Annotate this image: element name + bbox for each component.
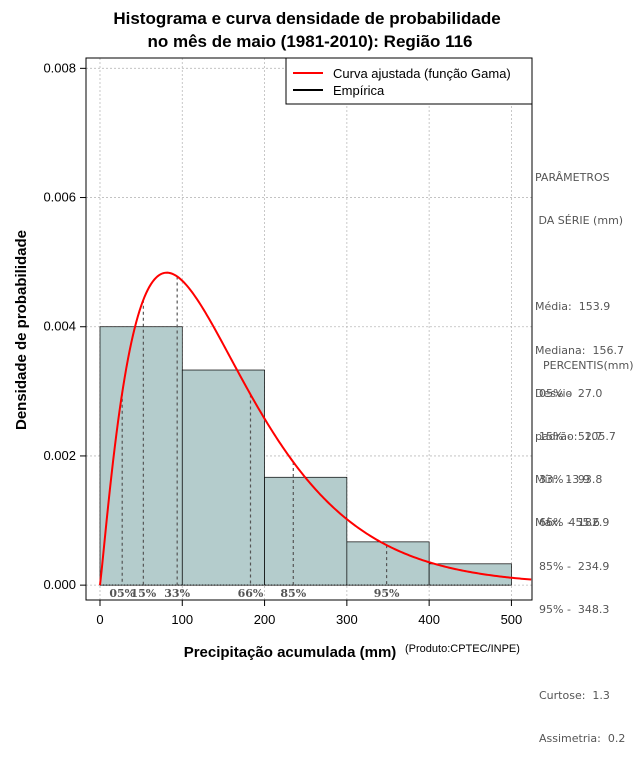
stat-median: Mediana: 156.7 (535, 343, 624, 357)
legend-box (285, 57, 533, 105)
gamma-density-curve (98, 271, 532, 586)
percentile-15: 15% - 52.7 (539, 430, 603, 444)
percentile-95: 95% - 348.3 (539, 602, 610, 616)
histogram-bar-5 (428, 563, 512, 586)
stat-max: Máx: 455.6 (535, 516, 600, 530)
x-tick-label-2: 200 (254, 612, 276, 627)
x-tick-label-5: 500 (501, 612, 523, 627)
product-credit: (Produto:CPTEC/INPE) (405, 643, 520, 655)
stat-stddev-label: Desvio (535, 386, 573, 400)
stat-skewness: Assimetria: 0.2 (539, 732, 626, 746)
histogram-bars (99, 326, 512, 586)
percentile-66: 66% - 182.9 (539, 516, 610, 530)
y-axis: 0.000 0.002 0.004 0.006 0.008 (43, 60, 86, 592)
percentile-05: 05% - 27.0 (539, 386, 603, 400)
percentile-label-95: 95% (374, 587, 400, 600)
x-tick-label-3: 300 (336, 612, 358, 627)
y-tick-label-4: 0.008 (43, 60, 76, 75)
params-subtitle: DA SÉRIE (mm) (535, 214, 624, 228)
histogram-bar-3 (264, 476, 348, 586)
percentile-label-66: 66% (238, 587, 264, 600)
percentile-33: 33% - 93.8 (539, 473, 603, 487)
percentile-label-15: 15% (130, 587, 156, 600)
histogram-bar-1 (99, 326, 183, 586)
percentile-lines (121, 276, 388, 586)
params-title: PARÂMETROS (535, 170, 610, 184)
percentiles-panel-title: PERCENTIS(mm) (543, 330, 634, 388)
y-tick-label-2: 0.004 (43, 319, 76, 334)
legend-curve-label: Curva ajustada (função Gama) (333, 66, 511, 81)
chart-title-line-2: no mês de maio (1981-2010): Região 116 (147, 32, 472, 51)
percentiles-panel: 05% - 27.0 15% - 52.7 33% - 93.8 66% - 1… (539, 358, 625, 761)
percentile-label-33: 33% (164, 587, 190, 600)
series-parameters-panel: PARÂMETROS DA SÉRIE (mm) Média: 153.9 Me… (535, 142, 624, 545)
y-tick-label-1: 0.002 (43, 448, 76, 463)
legend: Curva ajustada (função Gama) Empírica (285, 57, 533, 105)
x-tick-label-4: 400 (418, 612, 440, 627)
y-axis-title: Densidade de probabilidade (13, 230, 30, 430)
x-axis-title: Precipitação acumulada (mm) (184, 644, 397, 660)
percentiles-title: PERCENTIS(mm) (543, 358, 634, 372)
percentile-label-05: 05% (109, 587, 135, 600)
histogram-chart: Histograma e curva densidade de probabil… (13, 9, 533, 660)
percentile-label-85: 85% (280, 587, 306, 600)
percentile-labels: 05%15% 33% 66% 85% 95% (109, 587, 400, 600)
legend-empirical-label: Empírica (333, 83, 385, 98)
stat-stddev: padrão: 105.7 (535, 430, 616, 444)
histogram-bar-4 (346, 541, 430, 586)
stat-mean: Média: 153.9 (535, 300, 611, 314)
percentile-85: 85% - 234.9 (539, 559, 610, 573)
chart-title-line-1: Histograma e curva densidade de probabil… (113, 9, 500, 28)
stat-kurtosis: Curtose: 1.3 (539, 689, 610, 703)
y-tick-label-0: 0.000 (43, 577, 76, 592)
x-tick-label-1: 100 (171, 612, 193, 627)
y-tick-label-3: 0.006 (43, 190, 76, 205)
x-tick-label-0: 0 (96, 612, 103, 627)
stat-min: Mín: 13.9 (535, 473, 590, 487)
histogram-bar-2 (181, 369, 265, 586)
x-axis: 0 100 200 300 400 500 (96, 600, 522, 627)
